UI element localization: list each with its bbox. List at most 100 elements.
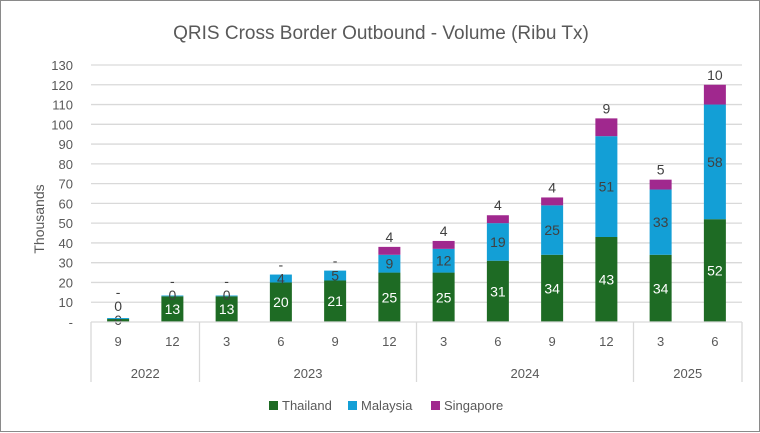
y-tick-label: 60 <box>59 196 73 211</box>
data-label-thailand: 31 <box>490 283 506 299</box>
data-label-singapore: 4 <box>494 197 502 213</box>
data-label-thailand: 25 <box>436 289 452 305</box>
bar-malaysia <box>649 189 672 255</box>
data-label-malaysia: 0 <box>168 287 176 303</box>
data-label-malaysia: 4 <box>277 271 285 287</box>
bar-thailand <box>324 280 347 322</box>
data-label-singapore: 4 <box>385 229 393 245</box>
data-label-malaysia: 25 <box>544 222 560 238</box>
bar-singapore <box>486 215 509 224</box>
data-label-thailand: 13 <box>219 301 235 317</box>
bar-malaysia <box>703 104 726 220</box>
y-tick-label: 50 <box>59 216 73 231</box>
bar-thailand <box>703 219 726 322</box>
legend: Thailand Malaysia Singapore <box>269 398 503 413</box>
bar-thailand <box>541 254 564 322</box>
x-group-label: 2023 <box>294 366 323 381</box>
x-tick-label: 6 <box>277 334 284 349</box>
bar-malaysia <box>432 248 455 273</box>
data-label-malaysia: 5 <box>331 268 339 284</box>
legend-swatch-singapore <box>431 401 440 410</box>
data-label-singapore: - <box>333 253 338 269</box>
x-tick-label: 12 <box>599 334 613 349</box>
data-label-singapore: 9 <box>602 100 610 116</box>
data-label-malaysia: 51 <box>599 179 615 195</box>
bar-malaysia <box>541 205 564 255</box>
bar-malaysia <box>324 270 347 281</box>
bar-malaysia <box>215 295 238 297</box>
data-label-malaysia: 9 <box>385 256 393 272</box>
data-label-malaysia: 58 <box>707 154 723 170</box>
bar-thailand <box>486 260 509 322</box>
data-label-malaysia: 33 <box>653 214 669 230</box>
x-tick-label: 6 <box>711 334 718 349</box>
data-label-thailand: 0 <box>114 312 122 328</box>
x-tick-label: 12 <box>382 334 396 349</box>
bar-malaysia <box>378 254 401 273</box>
data-label-singapore: - <box>116 284 121 300</box>
data-label-thailand: 34 <box>653 280 669 296</box>
bar-singapore <box>432 240 455 249</box>
x-tick-label: 3 <box>223 334 230 349</box>
x-tick-label: 3 <box>657 334 664 349</box>
y-tick-label: 70 <box>59 177 73 192</box>
data-label-thailand: 25 <box>382 289 398 305</box>
bar-thailand <box>269 282 292 322</box>
bar-thailand <box>107 319 130 322</box>
bar-singapore <box>649 179 672 190</box>
data-label-malaysia: 0 <box>223 287 231 303</box>
data-label-singapore: - <box>170 273 175 289</box>
x-group-label: 2024 <box>511 366 540 381</box>
legend-label-malaysia: Malaysia <box>361 398 413 413</box>
data-label-thailand: 43 <box>599 271 615 287</box>
data-label-malaysia: 19 <box>490 234 506 250</box>
y-tick-label: 20 <box>59 275 73 290</box>
data-label-malaysia: 12 <box>436 253 452 269</box>
y-axis-label: Thousands <box>31 184 47 253</box>
y-tick-label: 120 <box>51 78 73 93</box>
bar-thailand <box>378 272 401 322</box>
legend-swatch-malaysia <box>348 401 357 410</box>
x-tick-label: 9 <box>332 334 339 349</box>
data-label-thailand: 20 <box>273 294 289 310</box>
x-tick-label: 9 <box>549 334 556 349</box>
x-group-label: 2022 <box>131 366 160 381</box>
data-label-singapore: - <box>224 273 229 289</box>
bar-singapore <box>378 246 401 255</box>
y-tick-label: 90 <box>59 137 73 152</box>
x-tick-label: 3 <box>440 334 447 349</box>
data-label-singapore: 5 <box>657 162 665 178</box>
bar-thailand <box>649 254 672 322</box>
y-tick-label: 40 <box>59 236 73 251</box>
data-label-singapore: - <box>279 257 284 273</box>
y-tick-label: 110 <box>52 98 73 113</box>
legend-label-thailand: Thailand <box>282 398 332 413</box>
y-tick-label: - <box>69 315 73 330</box>
x-group-label: 2025 <box>673 366 702 381</box>
x-tick-label: 9 <box>115 334 122 349</box>
legend-label-singapore: Singapore <box>444 398 503 413</box>
data-label-singapore: 4 <box>548 179 556 195</box>
legend-swatch-thailand <box>269 401 278 410</box>
y-tick-label: 30 <box>59 256 73 271</box>
bar-thailand <box>432 272 455 322</box>
y-tick-label: 130 <box>51 58 73 73</box>
bar-malaysia <box>486 223 509 261</box>
data-label-thailand: 21 <box>327 293 343 309</box>
y-tick-label: 80 <box>59 157 73 172</box>
x-tick-label: 6 <box>494 334 501 349</box>
bar-singapore <box>595 118 618 137</box>
data-label-singapore: 4 <box>440 223 448 239</box>
data-label-thailand: 34 <box>544 280 560 296</box>
bar-thailand <box>595 236 618 322</box>
x-tick-label: 12 <box>165 334 179 349</box>
bar-malaysia <box>107 318 130 320</box>
bar-thailand <box>215 296 238 322</box>
data-label-thailand: 13 <box>165 301 181 317</box>
bar-thailand <box>161 296 184 322</box>
data-label-thailand: 52 <box>707 263 723 279</box>
bars: 00-130-130-204-215-259425124311943425443… <box>107 67 726 328</box>
